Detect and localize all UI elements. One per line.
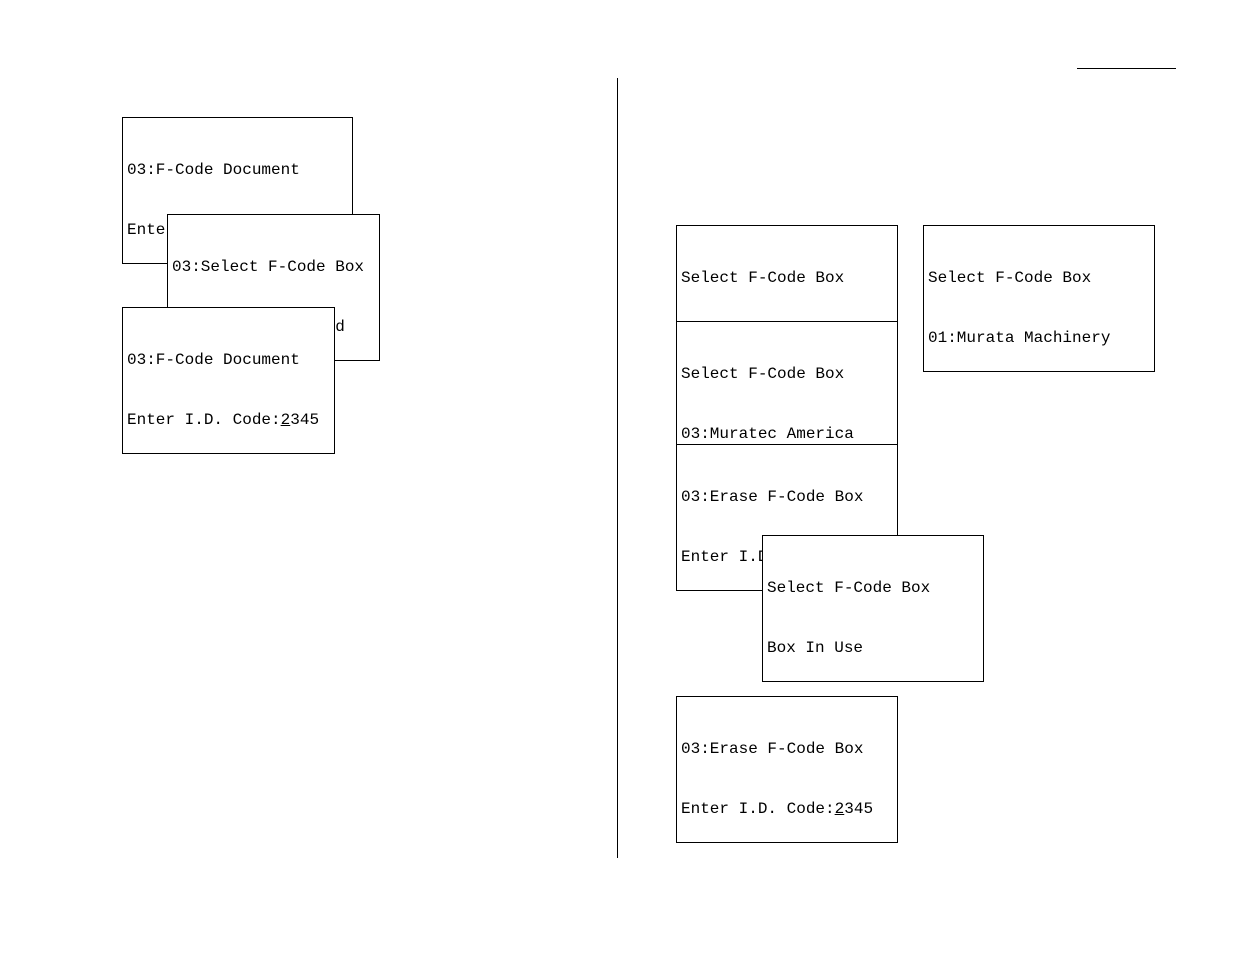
lcd-line1: 03:F-Code Document: [127, 350, 330, 370]
lcd-select-fcode-murata: Select F-Code Box 01:Murata Machinery: [923, 225, 1155, 372]
lcd-line2: 03:Muratec America: [681, 424, 893, 444]
lcd-line1: Select F-Code Box: [681, 268, 893, 288]
lcd-erase-fcode-enter-id-value: 03:Erase F-Code Box Enter I.D. Code:2345: [676, 696, 898, 843]
lcd-line1: 03:Erase F-Code Box: [681, 739, 893, 759]
lcd-line1: 03:Select F-Code Box: [172, 257, 375, 277]
lcd-select-fcode-box-in-use: Select F-Code Box Box In Use: [762, 535, 984, 682]
lcd-line1: 03:Erase F-Code Box: [681, 487, 893, 507]
lcd-line1: Select F-Code Box: [681, 364, 893, 384]
vertical-divider: [617, 78, 618, 858]
lcd-line1: Select F-Code Box: [928, 268, 1150, 288]
lcd-line1: Select F-Code Box: [767, 578, 979, 598]
top-rule: [1077, 68, 1176, 69]
lcd-line2: Box In Use: [767, 638, 979, 658]
lcd-line1: 03:F-Code Document: [127, 160, 348, 180]
lcd-line2: Enter I.D. Code:2345: [681, 799, 893, 819]
lcd-line2: 01:Murata Machinery: [928, 328, 1150, 348]
lcd-fcode-doc-enter-id-value: 03:F-Code Document Enter I.D. Code:2345: [122, 307, 335, 454]
lcd-line2: Enter I.D. Code:2345: [127, 410, 330, 430]
